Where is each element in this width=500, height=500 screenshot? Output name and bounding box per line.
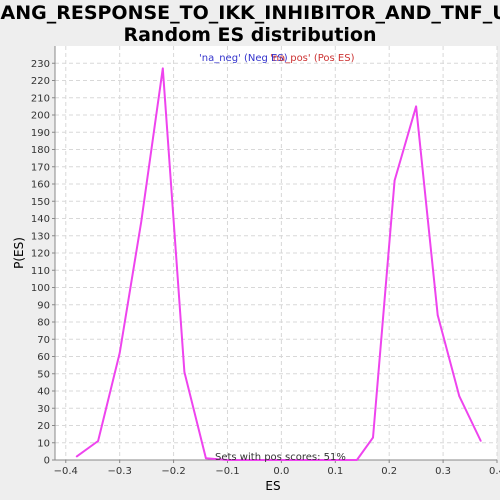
y-tick-label: 90: [37, 300, 50, 311]
y-tick-label: 140: [31, 214, 50, 225]
y-ticks: 0 10 20 30 40 50 60 70 80 90 100 110 120 130 140 150 160…: [31, 59, 55, 467]
x-tick-label: 0.2: [381, 466, 397, 477]
y-tick-label: 10: [37, 438, 50, 449]
grid-lines: [55, 46, 498, 460]
x-tick-label: 0.3: [435, 466, 451, 477]
data-point: [393, 179, 396, 182]
y-tick-label: 220: [31, 76, 50, 87]
data-point: [162, 67, 164, 70]
y-tick-label: 210: [31, 93, 50, 104]
x-tick-label: 0.4: [489, 466, 500, 477]
series-line: [76, 67, 482, 461]
data-point: [75, 455, 78, 458]
y-tick-label: 150: [31, 197, 50, 208]
y-tick-label: 70: [37, 335, 50, 346]
chart-subtitle: Random ES distribution: [123, 24, 376, 46]
y-tick-label: 80: [37, 318, 50, 329]
data-point: [334, 459, 337, 461]
data-point: [140, 221, 143, 223]
data-point: [183, 371, 186, 373]
data-point: [269, 459, 272, 461]
y-tick-label: 40: [37, 387, 50, 398]
data-point: [372, 436, 374, 439]
y-tick-label: 230: [31, 59, 50, 70]
x-tick-label: 0.0: [273, 466, 289, 477]
y-tick-label: 0: [44, 456, 50, 467]
y-tick-label: 180: [31, 145, 50, 156]
legend-neg: 'na_neg' (Neg ES): [199, 53, 288, 64]
y-tick-label: 120: [31, 249, 50, 260]
y-tick-label: 200: [31, 111, 50, 122]
data-point: [226, 459, 229, 461]
y-tick-label: 20: [37, 421, 50, 432]
data-point: [436, 314, 439, 316]
series-group: [75, 67, 482, 461]
x-axis-label: ES: [265, 479, 280, 493]
y-tick-label: 30: [37, 404, 50, 415]
y-tick-label: 110: [31, 266, 50, 277]
y-axis-label: P(ES): [12, 237, 26, 269]
data-point: [458, 395, 461, 397]
data-point: [312, 459, 315, 461]
y-tick-label: 100: [31, 283, 50, 294]
x-tick-label: −0.3: [108, 466, 132, 477]
y-tick-label: 50: [37, 369, 50, 380]
data-point: [415, 105, 417, 108]
data-point: [356, 459, 358, 461]
y-tick-label: 130: [31, 231, 50, 242]
data-point: [291, 459, 293, 461]
x-ticks: −0.4 −0.3 −0.2 −0.1 0.0 0.1 0.2 0.3 0.4: [54, 460, 500, 477]
pos-scores-annotation: Sets with pos scores: 51%: [215, 452, 346, 463]
legend-pos: 'na_pos' (Pos ES): [270, 53, 355, 64]
data-point: [118, 352, 121, 354]
y-tick-label: 190: [31, 128, 50, 139]
chart-title: ZHANG_RESPONSE_TO_IKK_INHIBITOR_AND_TNF_…: [0, 2, 500, 24]
y-tick-label: 60: [37, 352, 50, 363]
data-point: [480, 440, 482, 442]
data-point: [97, 440, 99, 442]
x-tick-label: 0.1: [327, 466, 343, 477]
y-tick-label: 170: [31, 162, 50, 173]
y-tick-label: 160: [31, 180, 50, 191]
x-tick-label: −0.1: [215, 466, 239, 477]
data-point: [205, 457, 207, 460]
data-point: [248, 459, 250, 461]
x-tick-label: −0.4: [54, 466, 78, 477]
x-tick-label: −0.2: [161, 466, 185, 477]
